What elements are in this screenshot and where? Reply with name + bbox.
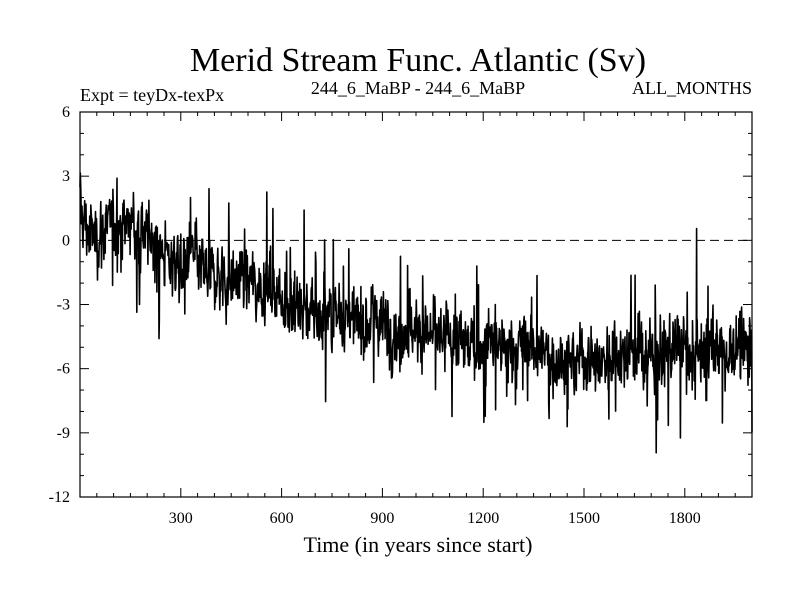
x-tick-label: 1800: [669, 510, 701, 527]
x-tick-label: 1200: [467, 510, 499, 527]
y-tick-label: -9: [57, 425, 70, 442]
x-tick-label: 600: [270, 510, 294, 527]
subtitle-period: 244_6_MaBP - 244_6_MaBP: [311, 78, 525, 98]
subtitle-experiment: Expt = teyDx-texPx: [80, 85, 224, 105]
series-line: [79, 172, 753, 454]
y-tick-label: -3: [57, 297, 70, 314]
y-tick-label: 3: [62, 168, 70, 185]
y-tick-label: -12: [49, 489, 70, 506]
chart-title: Merid Stream Func. Atlantic (Sv): [190, 42, 646, 79]
y-tick-label: 6: [62, 104, 70, 121]
y-tick-labels: -12 -9 -6 -3 0 3 6: [49, 104, 70, 506]
x-axis-label: Time (in years since start): [304, 532, 533, 557]
x-tick-label: 300: [169, 510, 193, 527]
x-tick-label: 900: [370, 510, 394, 527]
plot-frame: [79, 111, 753, 498]
x-tick-labels: 300 600 900 1200 1500 1800: [169, 510, 701, 527]
y-tick-label: 0: [62, 232, 70, 249]
x-tick-label: 1500: [568, 510, 600, 527]
subtitle-months: ALL_MONTHS: [632, 78, 752, 98]
y-tick-label: -6: [57, 361, 70, 378]
